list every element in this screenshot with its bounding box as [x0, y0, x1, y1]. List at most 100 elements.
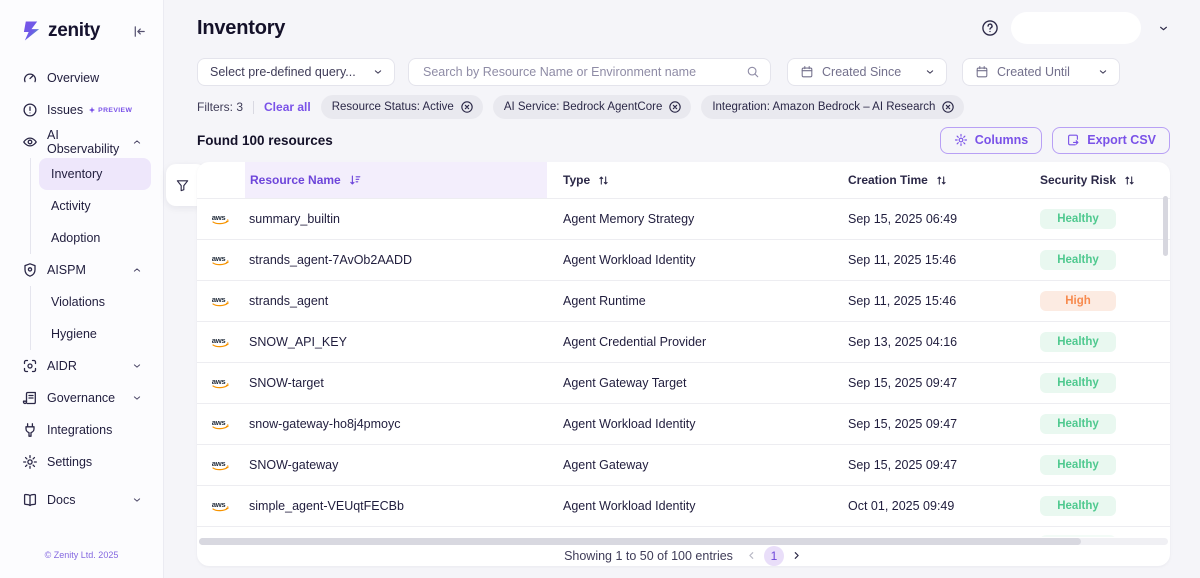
next-page-chevron-right-icon[interactable]: [790, 549, 803, 562]
calendar-icon: [800, 65, 814, 79]
type-cell: Agent Workload Identity: [563, 499, 696, 513]
sort-icon[interactable]: [935, 174, 948, 187]
sort-icon[interactable]: [597, 174, 610, 187]
sidebar-item-settings[interactable]: Settings: [0, 446, 163, 478]
vertical-scrollbar[interactable]: [1163, 196, 1168, 256]
sidebar-item-hygiene[interactable]: Hygiene: [51, 327, 97, 341]
ai-observability-sublist: Inventory Activity Adoption: [30, 158, 163, 254]
logo-row: zenity: [0, 0, 163, 42]
column-header-resource-name[interactable]: Resource Name: [245, 162, 547, 198]
resource-name-cell: SNOW-target: [249, 376, 324, 390]
column-header-security-risk[interactable]: Security Risk: [1032, 162, 1170, 198]
sidebar-item-overview[interactable]: Overview: [0, 62, 163, 94]
filter-chip-label: Resource Status: Active: [331, 101, 454, 113]
table-row[interactable]: aws SNOW-gateway Agent Gateway Sep 15, 2025…: [197, 444, 1170, 485]
clear-all-link[interactable]: Clear all: [264, 100, 311, 114]
search-icon: [746, 65, 760, 79]
sidebar-item-label: Settings: [47, 455, 93, 469]
security-risk-cell: Healthy: [1032, 527, 1170, 537]
resource-name-cell: SNOW-gateway: [249, 458, 339, 472]
filter-chip[interactable]: Integration: Amazon Bedrock – AI Researc…: [701, 95, 965, 119]
remove-filter-icon[interactable]: [941, 100, 955, 114]
sidebar-item-label: AIDR: [47, 359, 77, 373]
created-since-value: Created Since: [822, 65, 902, 79]
table-row[interactable]: aws SNOW_API_KEY Agent Credential Provider…: [197, 321, 1170, 362]
svg-text:aws: aws: [211, 336, 225, 345]
sidebar-item-docs[interactable]: Docs: [0, 484, 163, 516]
resource-name-cell: summary_builtin: [249, 212, 341, 226]
column-header-creation-time[interactable]: Creation Time: [832, 162, 1032, 198]
eye-icon: [22, 134, 38, 150]
creation-time-cell: Sep 13, 2025 04:16: [848, 335, 958, 349]
creation-time-cell: Sep 11, 2025 15:46: [848, 253, 957, 267]
sidebar-item-aispm[interactable]: AISPM: [0, 254, 163, 286]
filter-chip[interactable]: Resource Status: Active: [320, 95, 483, 119]
pagination-summary: Showing 1 to 50 of 100 entries: [564, 548, 733, 563]
sidebar-item-integrations[interactable]: Integrations: [0, 414, 163, 446]
created-since-select[interactable]: Created Since: [787, 58, 947, 86]
columns-button[interactable]: Columns: [939, 126, 1043, 154]
creation-time-cell: Sep 15, 2025 06:49: [848, 212, 958, 226]
table-row[interactable]: aws snow-gateway-ho8j4pmoyc Agent Workload…: [197, 403, 1170, 444]
remove-filter-icon[interactable]: [668, 100, 682, 114]
predefined-query-value: Select pre-defined query...: [210, 65, 356, 79]
previous-page-chevron-left-icon[interactable]: [745, 549, 758, 562]
predefined-query-select[interactable]: Select pre-defined query...: [197, 58, 395, 86]
export-csv-button[interactable]: Export CSV: [1052, 126, 1170, 154]
security-risk-badge: Healthy: [1040, 535, 1116, 537]
calendar-icon: [975, 65, 989, 79]
sidebar-item-inventory[interactable]: Inventory: [39, 158, 151, 190]
svg-text:aws: aws: [211, 377, 225, 386]
security-risk-badge: High: [1040, 291, 1116, 311]
table-row[interactable]: aws strands_agent-7AvOb2AADD Agent Workloa…: [197, 239, 1170, 280]
type-cell: Agent Memory Strategy: [563, 212, 695, 226]
search-input[interactable]: [421, 64, 746, 80]
security-risk-badge: Healthy: [1040, 496, 1116, 516]
user-menu-chevron-down-icon[interactable]: [1157, 22, 1170, 35]
table-area: Resource Name Type: [166, 162, 1170, 566]
security-risk-badge: Healthy: [1040, 414, 1116, 434]
sidebar-item-aidr[interactable]: AIDR: [0, 350, 163, 382]
table-row[interactable]: aws SNOW-target Agent Gateway Target Sep 15…: [197, 362, 1170, 403]
sidebar-item-issues[interactable]: Issues PREVIEW: [0, 94, 163, 126]
aws-icon: aws: [211, 376, 232, 390]
page-header: Inventory: [197, 10, 1170, 46]
chevron-down-icon: [131, 360, 143, 372]
table-row[interactable]: aws simple_agent-VEUqtFECBb Agent Workload…: [197, 485, 1170, 526]
column-header-type[interactable]: Type: [547, 162, 832, 198]
sort-icon[interactable]: [1123, 174, 1136, 187]
security-risk-badge: Healthy: [1040, 250, 1116, 270]
resource-name-cell: simple_agent-VEUqtFECBb: [249, 499, 404, 513]
security-risk-badge: Healthy: [1040, 332, 1116, 352]
chevron-up-icon: [131, 264, 143, 276]
filter-chip-label: Integration: Amazon Bedrock – AI Researc…: [712, 101, 936, 113]
aispm-sublist: Violations Hygiene: [30, 286, 163, 350]
help-icon[interactable]: [981, 19, 999, 37]
created-until-select[interactable]: Created Until: [962, 58, 1120, 86]
found-count-label: Found 100 resources: [197, 132, 333, 148]
resource-name-cell: strands_agent: [249, 294, 329, 308]
sidebar-item-label: Overview: [47, 71, 100, 85]
table-row[interactable]: aws summary_builtin Agent Memory Strategy S…: [197, 198, 1170, 239]
scan-icon: [22, 358, 38, 374]
horizontal-scrollbar[interactable]: [199, 538, 1168, 545]
aws-icon: aws: [211, 253, 232, 267]
sidebar-item-ai-observability[interactable]: AI Observability: [0, 126, 163, 158]
user-name-redacted[interactable]: [1011, 12, 1141, 44]
sort-descending-icon[interactable]: [348, 173, 362, 187]
sidebar-item-adoption[interactable]: Adoption: [51, 231, 101, 245]
security-risk-cell: Healthy: [1032, 496, 1170, 516]
sidebar-item-governance[interactable]: Governance: [0, 382, 163, 414]
search-box: [408, 58, 771, 86]
page-number-button[interactable]: 1: [763, 545, 784, 566]
sidebar-item-violations[interactable]: Violations: [51, 295, 105, 309]
filter-chip[interactable]: AI Service: Bedrock AgentCore: [492, 95, 692, 119]
table-row[interactable]: aws strands_agent Agent Runtime Sep 11, 202…: [197, 280, 1170, 321]
aws-icon: aws: [211, 458, 232, 472]
sidebar-item-label: Governance: [47, 391, 116, 405]
table-header-spacer: [197, 162, 245, 198]
sidebar-collapse-icon[interactable]: [132, 24, 147, 39]
created-until-value: Created Until: [997, 65, 1070, 79]
remove-filter-icon[interactable]: [460, 100, 474, 114]
sidebar-item-activity[interactable]: Activity: [51, 199, 91, 213]
